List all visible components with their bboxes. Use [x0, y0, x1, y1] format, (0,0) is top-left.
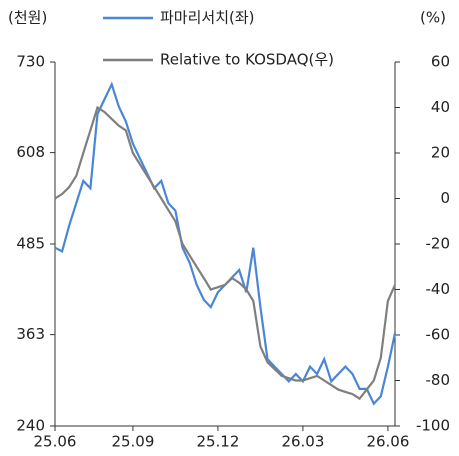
series-line — [54, 81, 397, 406]
y2-tick-label: 60 — [431, 53, 450, 71]
y2-tick-label: -60 — [426, 326, 451, 344]
x-tick-label: 25.06 — [34, 433, 77, 451]
y-tick-label: 363 — [16, 325, 45, 343]
y2-tick-label: 0 — [440, 189, 450, 207]
y-tick-label: 608 — [16, 143, 45, 161]
series-line — [54, 105, 397, 401]
y-tick-label: 240 — [16, 417, 45, 435]
y2-tick-label: 40 — [431, 98, 450, 116]
y2-axis-title: (%) — [420, 9, 446, 27]
y-tick-label: 485 — [16, 235, 45, 253]
legend-label: Relative to KOSDAQ(우) — [160, 51, 334, 69]
y-tick-label: 730 — [16, 53, 45, 71]
x-tick-label: 25.09 — [111, 433, 154, 451]
legend-label: 파마리서치(좌) — [160, 9, 255, 27]
x-tick-label: 26.06 — [366, 433, 409, 451]
x-tick-label: 25.12 — [196, 433, 239, 451]
y2-tick-label: -100 — [416, 417, 450, 435]
y2-tick-label: -20 — [426, 235, 451, 253]
x-tick-label: 26.03 — [281, 433, 324, 451]
y2-tick-label: -80 — [426, 371, 451, 389]
y2-tick-label: -40 — [426, 280, 451, 298]
y-axis-title: (천원) — [8, 9, 47, 27]
y2-tick-label: 20 — [431, 144, 450, 162]
